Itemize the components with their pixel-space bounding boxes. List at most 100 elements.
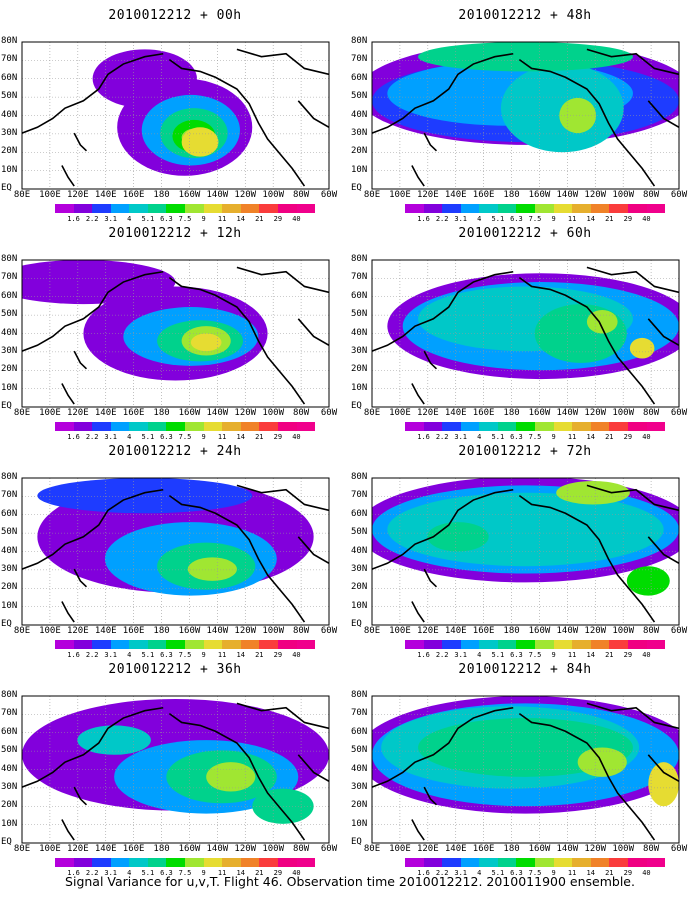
latitude-label: EQ [351, 183, 362, 193]
longitude-label: 100E [39, 190, 61, 200]
latitude-label: 10N [1, 382, 18, 393]
map-panel: 2010012212 + 72h 80N 70N 60N 50N 40N 30N 20N 10N… [350, 436, 700, 661]
colorbar-label: 29 [623, 651, 633, 659]
longitude-label: 80E [363, 626, 381, 636]
colorbar-swatch [460, 640, 480, 649]
latitude-label: 40N [1, 763, 18, 774]
colorbar-label: 14 [586, 651, 595, 659]
colorbar-swatch [296, 204, 316, 213]
variance-contour [22, 260, 176, 305]
colorbar-label: 5.1 [141, 215, 155, 223]
coastline [372, 706, 514, 788]
longitude-label: 100W [612, 408, 635, 418]
colorbar-swatch [222, 204, 241, 213]
latitude-label: 30N [351, 563, 368, 574]
coastline [73, 786, 88, 806]
coastline [22, 488, 164, 570]
latitude-label: 60N [1, 72, 18, 83]
coastline [647, 318, 679, 346]
longitude-label: 100W [612, 190, 635, 200]
colorbar-swatch [479, 204, 498, 213]
colorbar-swatch [497, 422, 517, 431]
colorbar-label: 6.3 [160, 215, 173, 223]
colorbar-label: 1.6 [67, 869, 80, 877]
longitude-label: 160W [528, 844, 551, 854]
colorbar-swatch [405, 858, 424, 867]
colorbar-swatch [609, 858, 628, 867]
coastline [73, 132, 88, 152]
longitude-label: 160E [472, 844, 495, 854]
colorbar-swatch [423, 204, 443, 213]
colorbar-label: 4 [127, 651, 132, 659]
longitude-label: 100W [612, 626, 635, 636]
colorbar-label: 6.3 [510, 215, 523, 223]
variance-contour [37, 478, 253, 514]
longitude-label: 160W [178, 626, 201, 636]
colorbar-swatch [572, 640, 591, 649]
coastline [168, 276, 306, 405]
longitude-label: 100E [39, 844, 61, 854]
colorbar-swatch [185, 422, 204, 431]
colorbar-label: 21 [605, 433, 614, 441]
coastline [647, 536, 679, 564]
colorbar-swatch [646, 422, 666, 431]
colorbar-label: 9 [551, 869, 556, 877]
colorbar-swatch [73, 858, 93, 867]
colorbar-swatch [609, 204, 628, 213]
latitude-label: 80N [351, 36, 368, 46]
latitude-label: 50N [351, 527, 368, 538]
colorbar-swatch [240, 422, 260, 431]
colorbar-label: 5.1 [491, 869, 505, 877]
latitude-label: 50N [1, 527, 18, 538]
coastline [297, 754, 329, 782]
longitude-label: 120W [234, 844, 257, 854]
colorbar-swatch [442, 640, 461, 649]
colorbar-swatch [535, 640, 554, 649]
variance-contour [206, 762, 256, 792]
panel-title: 2010012212 + 84h [458, 662, 592, 677]
colorbar-label: 7.5 [178, 869, 192, 877]
colorbar-label: 7.5 [178, 433, 192, 441]
colorbar-label: 29 [273, 433, 283, 441]
latitude-label: 30N [351, 127, 368, 138]
coastline [411, 165, 425, 187]
longitude-label: 160E [472, 408, 495, 418]
colorbar-swatch [277, 422, 297, 431]
colorbar-swatch [203, 640, 223, 649]
colorbar-label: 2.2 [435, 433, 449, 441]
colorbar-label: 2.2 [85, 433, 99, 441]
colorbar-swatch [92, 640, 111, 649]
colorbar-label: 3.1 [454, 215, 468, 223]
colorbar-swatch [572, 858, 591, 867]
latitude-label: 80N [351, 254, 368, 264]
colorbar-swatch [110, 422, 130, 431]
latitude-label: 40N [1, 109, 18, 120]
longitude-label: 60W [670, 190, 688, 200]
longitude-label: 100E [389, 626, 411, 636]
colorbar-label: 6.3 [160, 651, 173, 659]
latitude-label: 40N [351, 327, 368, 338]
colorbar-label: 29 [273, 651, 283, 659]
longitude-label: 80W [642, 190, 660, 200]
longitude-label: 120W [584, 626, 607, 636]
longitude-label: 160W [178, 408, 201, 418]
longitude-label: 160E [472, 190, 495, 200]
coastline [518, 58, 656, 187]
colorbar-label: 4 [127, 433, 132, 441]
colorbar-label: 2.2 [85, 215, 99, 223]
colorbar-swatch [147, 422, 167, 431]
colorbar-label: 11 [217, 433, 227, 441]
colorbar-label: 6.3 [510, 869, 523, 877]
colorbar-label: 14 [236, 433, 245, 441]
colorbar-swatch [479, 422, 498, 431]
colorbar-swatch [129, 422, 148, 431]
colorbar-swatch [442, 204, 461, 213]
colorbar-swatch [423, 640, 443, 649]
longitude-label: 120E [416, 626, 439, 636]
colorbar-label: 40 [292, 869, 301, 877]
colorbar-label: 9 [201, 651, 206, 659]
variance-contour [252, 788, 314, 824]
colorbar-label: 4 [127, 869, 132, 877]
latitude-label: 60N [351, 72, 368, 83]
colorbar-label: 40 [292, 433, 301, 441]
